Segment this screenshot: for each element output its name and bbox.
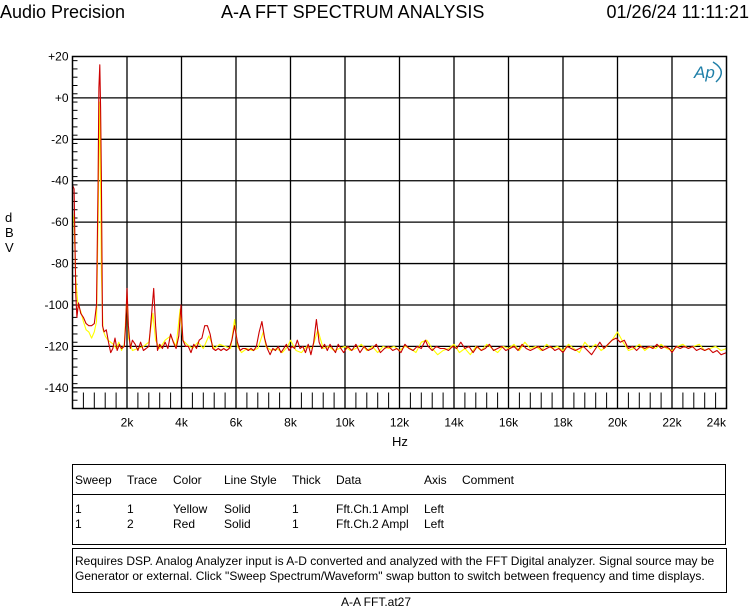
legend-row1-sweep: 1 (75, 502, 82, 516)
legend-header-axis: Axis (424, 473, 447, 487)
legend-row1-style: Solid (224, 502, 251, 516)
legend-row2-sweep: 1 (75, 517, 82, 531)
y-tick-label: -60 (51, 215, 69, 229)
legend-row1-data: Fft.Ch.1 Ampl (336, 502, 409, 516)
legend-header-comment: Comment (462, 473, 515, 487)
x-tick-label: 4k (175, 416, 189, 430)
legend-table: Sweep Trace Color Line Style Thick Data … (72, 464, 726, 545)
x-tick-label: 22k (662, 416, 682, 430)
legend-row2-axis: Left (424, 517, 445, 531)
x-tick-label: 6k (230, 416, 244, 430)
plot-frame (71, 55, 728, 410)
y-axis-label-v: V (5, 240, 14, 255)
ap-logo: Ap (693, 61, 722, 83)
y-axis-label-b: B (5, 225, 14, 240)
legend-header-line-style: Line Style (224, 473, 277, 487)
y-tick-label: +20 (48, 50, 69, 64)
y-tick-label: -140 (44, 381, 68, 395)
legend-header-color: Color (173, 473, 202, 487)
legend-header-thick: Thick (292, 473, 321, 487)
y-tick-labels: +20 +0 -20 -40 -60 -80 -100 -120 -140 (44, 50, 68, 395)
notes-line-1: Requires DSP. Analog Analyzer input is A… (75, 554, 715, 568)
ap-logo-arc (712, 61, 722, 83)
y-tick-label: -100 (44, 298, 68, 312)
notes-line-2: Generator or external. Click "Sweep Spec… (75, 569, 705, 583)
legend-row1-color: Yellow (173, 502, 208, 516)
x-tick-label: 24k (707, 416, 727, 430)
legend-divider (73, 494, 725, 495)
x-axis-label: Hz (392, 434, 408, 449)
y-tick-label: +0 (55, 91, 69, 105)
x-tick-label: 14k (444, 416, 464, 430)
legend-row1-axis: Left (424, 502, 445, 516)
y-tick-label: -80 (51, 257, 69, 271)
file-name: A-A FFT.at27 (341, 595, 412, 609)
y-tick-label: -120 (44, 339, 68, 353)
legend-header-sweep: Sweep (75, 473, 112, 487)
trace-2-line (71, 64, 727, 356)
y-tick-label: -40 (51, 174, 69, 188)
x-tick-label: 12k (390, 416, 410, 430)
legend-header-trace: Trace (127, 473, 158, 487)
traces (71, 64, 727, 356)
timestamp: 01/26/24 11:11:21 (606, 2, 749, 22)
y-axis-label-d: d (5, 210, 12, 225)
grid (72, 56, 727, 409)
legend-row2-style: Solid (224, 517, 251, 531)
y-tick-label: -20 (51, 132, 69, 146)
page-title: A-A FFT SPECTRUM ANALYSIS (221, 2, 485, 22)
legend-row1-trace: 1 (127, 502, 134, 516)
legend-header-data: Data (336, 473, 362, 487)
x-tick-label: 18k (553, 416, 573, 430)
ap-logo-text: Ap (693, 63, 715, 82)
x-tick-label: 16k (499, 416, 519, 430)
x-tick-label: 20k (608, 416, 628, 430)
legend-row2-data: Fft.Ch.2 Ampl (336, 517, 409, 531)
y-axis-label: d B V (5, 210, 14, 255)
legend-row2-color: Red (173, 517, 196, 531)
legend-row2-thick: 1 (292, 517, 299, 531)
x-tick-label: 2k (121, 416, 135, 430)
brand-label: Audio Precision (0, 2, 126, 22)
x-tick-label: 10k (335, 416, 355, 430)
legend-row1-thick: 1 (292, 502, 299, 516)
x-tick-label: 8k (284, 416, 298, 430)
legend-row2-trace: 2 (127, 517, 134, 531)
spectrum-chart: +20 +0 -20 -40 -60 -80 -100 -120 -140 2k 4k 6k 8k 10… (5, 50, 728, 449)
notes-box: Requires DSP. Analog Analyzer input is A… (72, 548, 727, 593)
x-tick-labels: 2k 4k 6k 8k 10k 12k 14k 16k 18k 20k 22k 24k (121, 416, 727, 430)
